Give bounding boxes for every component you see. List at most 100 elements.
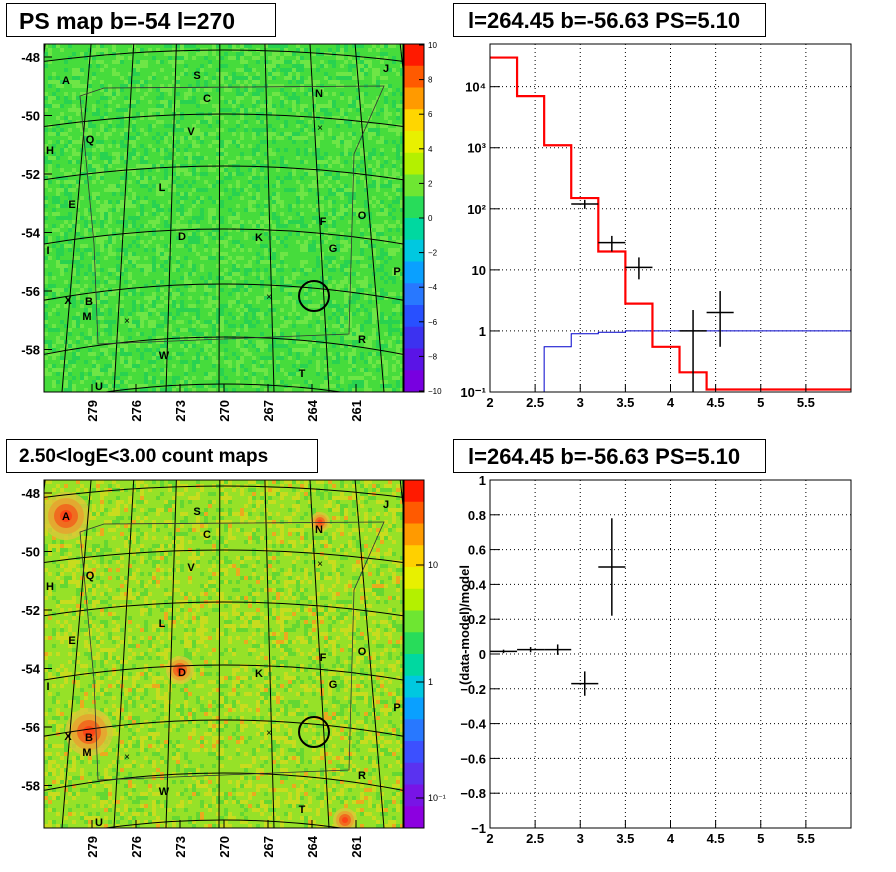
ps-pixel: [160, 120, 164, 124]
ps-pixel: [116, 192, 120, 196]
ps-pixel: [336, 260, 340, 264]
ps-pixel: [176, 72, 180, 76]
ps-pixel: [276, 224, 280, 228]
ps-pixel: [76, 240, 80, 244]
ps-pixel: [380, 136, 384, 140]
ps-pixel: [160, 184, 164, 188]
ps-pixel: [140, 216, 144, 220]
ps-pixel: [260, 44, 264, 48]
ps-pixel: [96, 200, 100, 204]
ps-pixel: [372, 60, 376, 64]
ps-pixel: [292, 244, 296, 248]
ps-pixel: [92, 120, 96, 124]
ps-pixel: [396, 236, 400, 240]
ps-pixel: [356, 128, 360, 132]
ps-pixel: [288, 88, 292, 92]
ps-pixel: [384, 260, 388, 264]
ps-pixel: [344, 148, 348, 152]
ps-pixel: [236, 188, 240, 192]
ps-pixel: [324, 204, 328, 208]
ps-pixel: [336, 116, 340, 120]
ps-pixel: [364, 112, 368, 116]
ps-pixel: [124, 120, 128, 124]
ps-pixel: [172, 208, 176, 212]
ps-pixel: [120, 96, 124, 100]
ps-pixel: [176, 132, 180, 136]
ps-pixel: [112, 168, 116, 172]
ps-pixel: [44, 132, 48, 136]
ps-pixel: [160, 116, 164, 120]
ps-pixel: [252, 148, 256, 152]
ps-pixel: [364, 196, 368, 200]
ps-pixel: [120, 140, 124, 144]
ps-pixel: [48, 100, 52, 104]
ps-pixel: [296, 228, 300, 232]
ps-pixel: [336, 232, 340, 236]
ps-pixel: [304, 204, 308, 208]
ps-pixel: [172, 168, 176, 172]
ps-pixel: [80, 104, 84, 108]
ps-pixel: [368, 156, 372, 160]
ps-pixel: [116, 152, 120, 156]
ps-pixel: [168, 192, 172, 196]
ps-pixel: [200, 224, 204, 228]
ps-pixel: [384, 88, 388, 92]
ps-pixel: [128, 244, 132, 248]
ps-pixel: [136, 172, 140, 176]
ps-pixel: [252, 60, 256, 64]
ps-pixel: [380, 116, 384, 120]
ps-pixel: [48, 80, 52, 84]
ps-pixel: [52, 140, 56, 144]
ps-pixel: [260, 132, 264, 136]
ps-pixel: [140, 156, 144, 160]
ps-pixel: [312, 140, 316, 144]
ps-pixel: [120, 196, 124, 200]
ps-pixel: [136, 184, 140, 188]
ps-pixel: [388, 148, 392, 152]
ps-pixel: [292, 96, 296, 100]
ps-pixel: [256, 140, 260, 144]
ps-pixel: [44, 68, 48, 72]
ps-pixel: [156, 112, 160, 116]
ps-pixel: [360, 48, 364, 52]
ps-pixel: [264, 176, 268, 180]
ps-pixel: [180, 148, 184, 152]
ps-pixel: [152, 84, 156, 88]
ps-pixel: [84, 232, 88, 236]
ps-pixel: [384, 240, 388, 244]
ps-pixel: [356, 200, 360, 204]
ps-pixel: [224, 52, 228, 56]
ps-pixel: [336, 48, 340, 52]
ps-pixel: [384, 84, 388, 88]
ps-pixel: [84, 56, 88, 60]
ps-pixel: [104, 224, 108, 228]
ps-pixel: [288, 232, 292, 236]
ps-pixel: [248, 224, 252, 228]
ps-pixel: [228, 212, 232, 216]
ps-pixel: [328, 252, 332, 256]
ps-pixel: [128, 52, 132, 56]
ps-pixel: [288, 196, 292, 200]
ps-pixel: [168, 196, 172, 200]
ps-pixel: [384, 92, 388, 96]
ps-pixel: [372, 172, 376, 176]
ps-pixel: [332, 136, 336, 140]
ps-pixel: [56, 100, 60, 104]
ps-pixel: [208, 124, 212, 128]
ps-pixel: [136, 156, 140, 160]
ps-pixel: [220, 236, 224, 240]
ps-pixel: [76, 212, 80, 216]
ps-pixel: [264, 140, 268, 144]
ps-pixel: [384, 144, 388, 148]
ps-pixel: [44, 48, 48, 52]
ps-pixel: [356, 120, 360, 124]
ps-pixel: [140, 108, 144, 112]
ps-pixel: [96, 168, 100, 172]
ps-pixel: [324, 228, 328, 232]
ps-pixel: [252, 180, 256, 184]
ps-pixel: [144, 200, 148, 204]
ps-pixel: [380, 184, 384, 188]
ps-pixel: [396, 92, 400, 96]
ps-pixel: [356, 216, 360, 220]
ps-pixel: [240, 240, 244, 244]
